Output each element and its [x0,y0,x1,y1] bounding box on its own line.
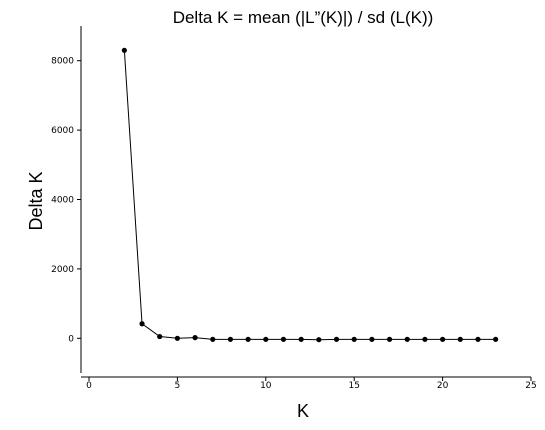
delta-k-point [333,336,340,342]
x-tick-label: 0 [86,381,92,391]
delta-k-point [280,336,287,342]
x-tick-label: 5 [175,381,181,391]
y-tick-label: 8000 [51,57,74,67]
series-layer [121,47,499,343]
delta-k-line [123,50,496,341]
y-tick-label: 2000 [51,265,74,275]
delta-k-point [157,333,163,340]
x-axis-label: K [297,401,309,421]
delta-k-point [440,336,446,342]
delta-k-point [210,336,216,342]
x-tick-label: 25 [525,381,536,391]
delta-k-point [298,336,304,342]
delta-k-point [263,336,269,342]
delta-k-point [139,321,145,327]
y-tick-label: 4000 [51,196,74,206]
delta-k-point [351,336,357,342]
delta-k-point [386,336,393,342]
delta-k-point [192,335,198,341]
delta-k-point [121,47,127,53]
delta-k-point [174,335,180,341]
delta-k-point [316,337,322,343]
delta-k-point [422,336,428,342]
delta-k-point [493,336,499,342]
tick-layer: 0 5 10 15 20 25 0 2000 4000 6000 8000 [51,57,537,391]
delta-k-point [404,336,410,342]
x-tick-label: 10 [260,381,272,391]
delta-k-point [475,336,481,342]
y-tick-label: 6000 [51,126,74,136]
chart-title: Delta K = mean (|L”(K)|) / sd (L(K)) [173,8,434,27]
x-tick-label: 20 [437,381,449,391]
y-axis-label: Delta K [26,171,46,230]
delta-k-point [245,336,251,342]
y-tick-label: 0 [68,334,74,344]
x-tick-label: 15 [348,381,359,391]
delta-k-point [457,336,463,342]
delta-k-point [369,336,375,342]
delta-k-point [227,336,234,342]
